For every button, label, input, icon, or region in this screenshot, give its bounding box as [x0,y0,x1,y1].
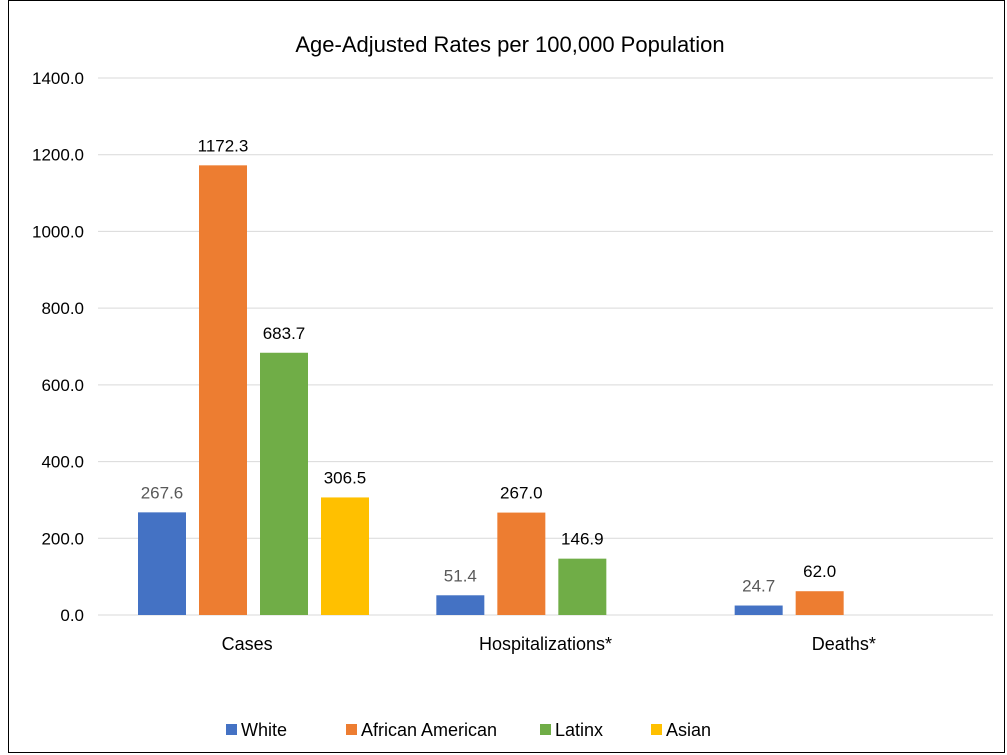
y-tick-label: 400.0 [41,453,84,472]
gridlines [98,77,993,616]
legend-label: Latinx [555,720,603,740]
legend-swatch [540,724,551,735]
bar-white [138,512,186,615]
bar-african-american [795,591,844,615]
x-category-label: Cases [222,634,273,654]
legend-swatch [346,724,357,735]
data-label: 146.9 [561,530,604,549]
bars [138,165,844,615]
legend-swatch [651,724,662,735]
y-tick-label: 1400.0 [32,69,84,88]
bar-asian [321,497,369,615]
x-axis: Cases Hospitalizations* Deaths* [222,634,876,654]
legend-label: African American [361,720,497,740]
y-tick-label: 600.0 [41,376,84,395]
chart-title: Age-Adjusted Rates per 100,000 Populatio… [295,32,724,57]
bar-african-american [497,512,546,615]
legend-swatch [226,724,237,735]
data-label: 51.4 [444,566,477,585]
legend-label: Asian [666,720,711,740]
bar-african-american [199,165,247,615]
y-axis: 0.0 200.0 400.0 600.0 800.0 1000.0 1200.0 1400.… [32,69,84,625]
bar-white [436,595,485,615]
y-tick-label: 1000.0 [32,222,84,241]
x-category-label: Hospitalizations* [479,634,612,654]
y-tick-label: 1200.0 [32,146,84,165]
legend: White African American Latinx Asian [226,720,711,740]
bar-latinx [260,352,308,615]
y-tick-label: 0.0 [60,606,84,625]
x-category-label: Deaths* [812,634,876,654]
bar-white [734,605,783,615]
data-label: 306.5 [324,468,367,487]
data-label: 267.6 [141,483,184,502]
data-labels: 267.6 1172.3 683.7 306.5 51.4 267.0 146.9 24.7 6… [141,136,836,595]
legend-label: White [241,720,287,740]
chart-frame [8,0,1005,753]
y-tick-label: 800.0 [41,299,84,318]
data-label: 62.0 [803,562,836,581]
y-tick-label: 200.0 [41,529,84,548]
data-label: 267.0 [500,484,543,503]
data-label: 683.7 [263,324,306,343]
data-label: 24.7 [742,577,775,596]
bar-latinx [558,558,607,615]
data-label: 1172.3 [198,136,249,155]
